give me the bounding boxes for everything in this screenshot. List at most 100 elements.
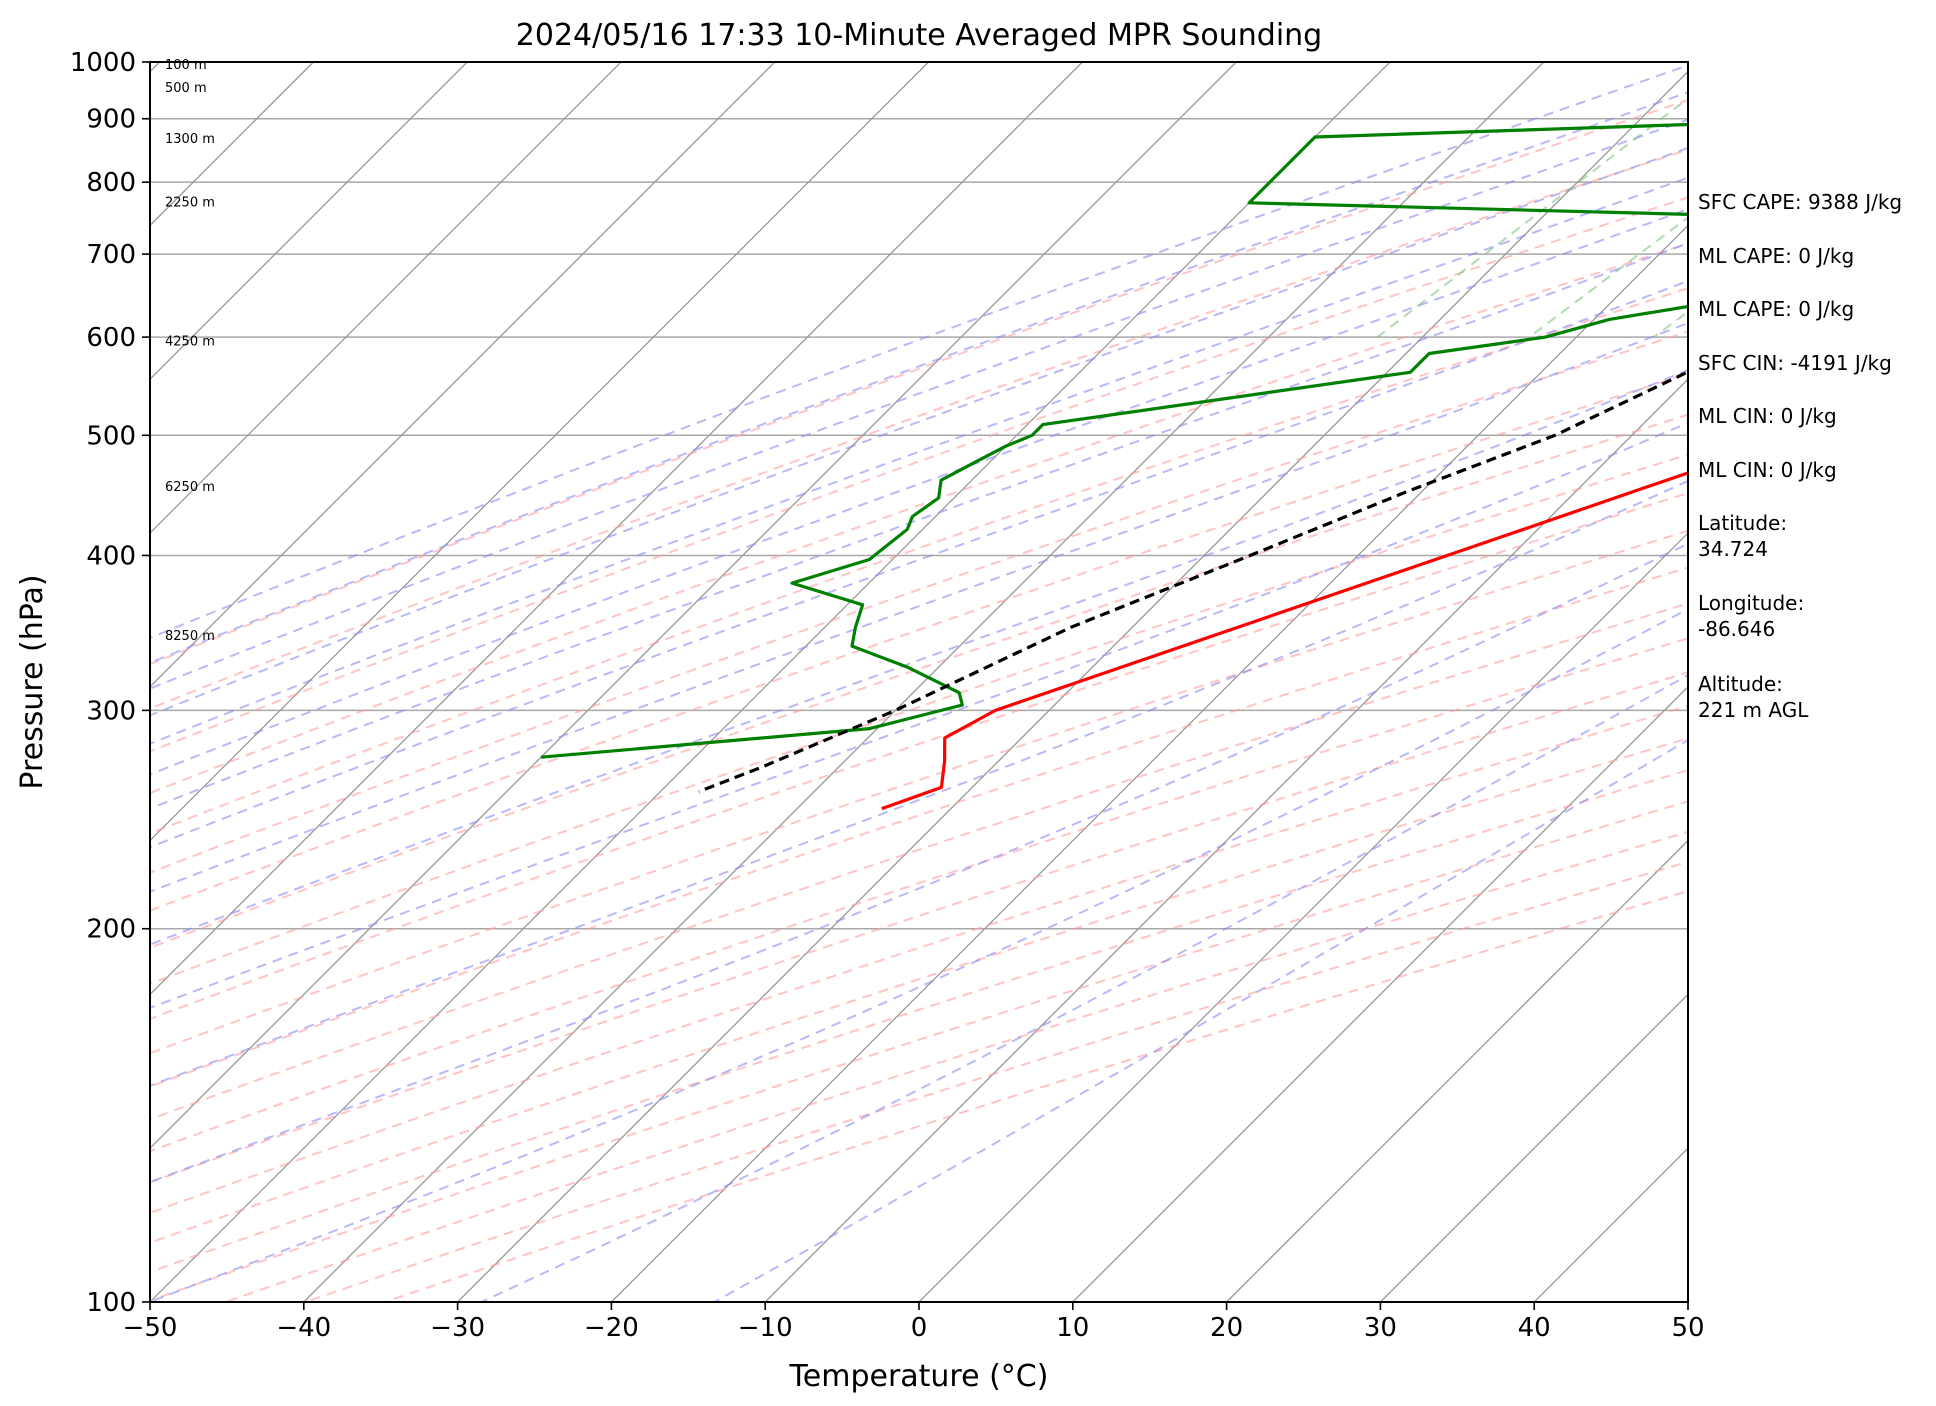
x-tick-label: −20 [584,1313,639,1343]
height-label: 4250 m [165,335,215,350]
dewpoint-profile [540,122,1688,759]
moist-adiabat [150,369,1688,946]
moist-adiabat [480,673,1688,1302]
dry-adiabat [150,529,1688,1055]
parcel-profile [698,370,1688,794]
isotherm [1072,685,1688,1302]
info-line: ML CIN: 0 J/kg [1698,458,1837,482]
x-tick-label: 50 [1671,1313,1704,1343]
isotherm [764,378,1688,1302]
moist-adiabat [150,542,1688,1184]
chart-title: 2024/05/16 17:33 10-Minute Averaged MPR … [516,18,1322,53]
isotherm [0,62,6,1302]
sounding-info-panel: SFC CAPE: 9388 J/kg ML CAPE: 0 J/kg ML CAP… [1698,190,1902,722]
plot-frame [149,61,1689,1303]
info-line: SFC CAPE: 9388 J/kg [1698,190,1902,214]
moist-adiabat [150,91,1688,664]
info-line: 34.724 [1698,537,1768,561]
height-label: 100 m [165,58,207,73]
moist-adiabat [150,118,1688,690]
moist-adiabat [150,279,1688,849]
isotherm [150,62,776,688]
height-label: 6250 m [165,480,215,495]
isotherm [150,62,1391,1302]
y-axis-label: Pressure (hPa) [15,574,50,789]
height-label: 500 m [165,81,207,96]
dry-adiabat [150,148,1688,710]
dry-adiabat [150,737,1688,1244]
moist-adiabat [150,607,1688,1302]
x-tick-label: 30 [1364,1313,1397,1343]
moist-adiabat [713,738,1688,1302]
info-line: ML CAPE: 0 J/kg [1698,297,1854,321]
height-label: 2250 m [165,195,215,210]
mixing-ratio-line [1528,216,1688,338]
dry-adiabat [150,704,1688,1214]
isotherm [1226,839,1688,1302]
y-tick-label: 900 [86,105,136,135]
x-tick-label: 20 [1210,1313,1243,1343]
x-tick-label: −30 [430,1313,485,1343]
background-lines [0,62,1936,1302]
dry-adiabat [150,99,1688,666]
info-line: -86.646 [1698,617,1775,641]
moist-adiabat [150,176,1688,745]
moist-adiabat [150,64,1688,639]
height-labels: 100 m 500 m 1300 m 2250 m 4250 m 6250 m 8250 m [165,58,215,644]
mixing-ratio-line [1376,97,1688,338]
dry-adiabat [150,413,1688,949]
series-layer [540,122,1688,811]
info-line: 221 m AGL [1698,698,1809,722]
y-tick-label: 800 [86,168,136,198]
x-tick-label: 40 [1518,1313,1551,1343]
isotherm [303,62,1545,1302]
dry-adiabat [150,637,1688,1153]
y-tick-label: 500 [86,421,136,451]
info-line: ML CAPE: 0 J/kg [1698,244,1854,268]
moist-adiabat [150,479,1688,1087]
info-line: Longitude: [1698,591,1804,615]
dry-adiabat [150,602,1688,1121]
y-tick-label: 300 [86,696,136,726]
dry-adiabat [150,330,1688,874]
y-tick-label: 200 [86,915,136,945]
dry-adiabat [150,671,1688,1184]
y-tick-label: 400 [86,541,136,571]
info-line: SFC CIN: -4191 J/kg [1698,351,1892,375]
isotherm [610,224,1688,1302]
dry-adiabat [304,860,1688,1302]
moist-adiabat [150,242,1688,810]
y-tick-label: 600 [86,323,136,353]
dry-adiabat [150,242,1688,795]
dry-adiabat [150,453,1688,985]
mixing-ratio-line [1931,62,1936,337]
isotherm [150,62,930,842]
info-line: Latitude: [1698,511,1787,535]
moist-adiabat [150,146,1688,717]
isotherm [150,62,468,381]
x-tick-label: 10 [1056,1313,1089,1343]
moist-adiabat [150,321,1688,893]
isotherm [150,62,1237,1150]
dry-adiabat [150,492,1688,1020]
x-tick-label: 0 [911,1313,928,1343]
y-tick-label: 1000 [70,48,136,78]
y-tick-label: 100 [86,1288,136,1318]
y-tick-label: 700 [86,240,136,270]
isotherm [918,532,1688,1302]
info-line: Altitude: [1698,672,1783,696]
height-label: 8250 m [165,629,215,644]
isotherm [1379,993,1688,1302]
dry-adiabat [150,287,1688,835]
x-tick-label: −40 [276,1313,331,1343]
x-tick-label: −50 [123,1313,178,1343]
isotherm [150,62,1083,996]
dry-adiabat [150,196,1688,753]
moist-adiabat [150,421,1688,1010]
x-axis-label: Temperature (°C) [789,1359,1049,1394]
temperature-profile [881,471,1688,811]
axis-ticks: −50 −40 −30 −20 −10 0 10 20 30 40 50 100 200 300 400 50… [70,48,1705,1343]
moist-adiabat [150,208,1688,776]
isotherm [150,62,622,534]
